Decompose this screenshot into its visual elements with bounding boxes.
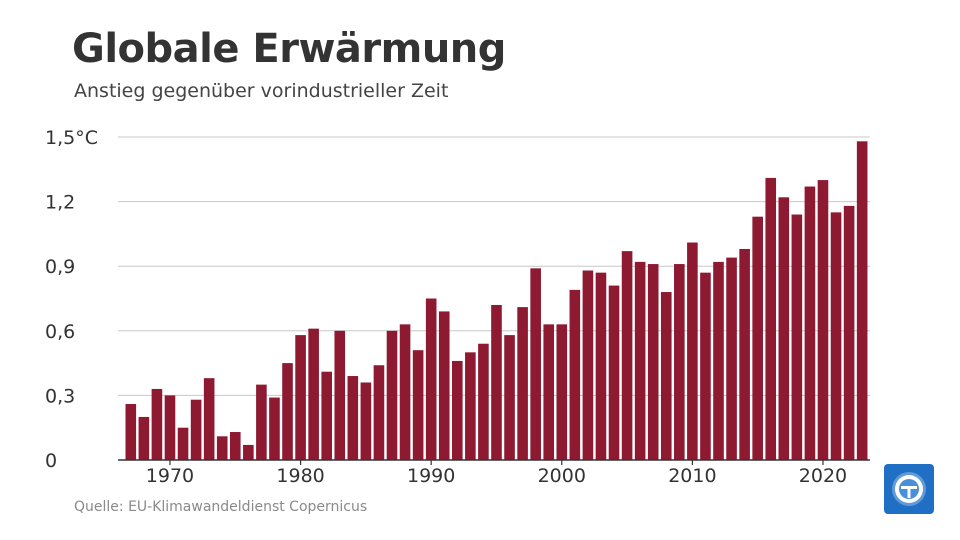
tagesschau-logo-icon (884, 464, 934, 514)
bar-1978 (269, 397, 280, 460)
bar-2019 (804, 186, 816, 460)
bar-1969 (151, 388, 163, 460)
bar-2001 (569, 289, 581, 460)
x-tick-label: 2010 (668, 465, 716, 487)
bar-1980 (295, 335, 306, 460)
bar-1992 (452, 360, 463, 460)
bar-1996 (504, 335, 515, 460)
bar-2000 (556, 324, 568, 460)
bar-2022 (843, 205, 855, 460)
bar-1988 (399, 324, 411, 460)
bar-1998 (530, 268, 541, 460)
bar-1989 (412, 350, 424, 460)
bar-1977 (256, 384, 267, 460)
bar-1990 (425, 298, 437, 460)
bar-2011 (700, 272, 711, 460)
x-tick-label: 2020 (799, 465, 847, 487)
bar-2002 (582, 270, 594, 460)
bar-1991 (438, 311, 450, 460)
bar-2012 (713, 261, 724, 460)
bar-1976 (243, 444, 254, 460)
bar-1993 (465, 352, 476, 460)
bar-1967 (125, 404, 137, 460)
bar-2010 (687, 242, 698, 460)
bar-1995 (491, 304, 502, 460)
bar-2003 (595, 272, 607, 460)
bar-1997 (517, 307, 528, 460)
bar-1985 (360, 382, 372, 460)
y-tick-label: 0,6 (45, 321, 75, 343)
bar-1973 (203, 378, 215, 460)
source-note: Quelle: EU-Klimawandeldienst Copernicus (74, 499, 368, 515)
bar-2016 (765, 177, 777, 460)
y-tick-label: 0,3 (45, 385, 75, 407)
x-tick-label: 1970 (146, 465, 194, 487)
bar-1972 (190, 399, 202, 460)
bar-2020 (817, 180, 829, 460)
bar-2015 (752, 216, 763, 460)
bar-2005 (621, 251, 633, 460)
chart-subtitle: Anstieg gegenüber vorindustrieller Zeit (74, 80, 449, 102)
chart-title: Globale Erwärmung (72, 26, 506, 72)
y-tick-label: 0 (45, 450, 57, 472)
bar-2017 (778, 197, 790, 461)
y-tick-label: 0,9 (45, 256, 75, 278)
bar-1975 (229, 432, 241, 460)
bar-1971 (177, 427, 189, 460)
bar-1984 (347, 376, 359, 460)
bar-1994 (478, 343, 489, 460)
bar-1979 (282, 363, 293, 460)
bar-2007 (647, 264, 659, 460)
bar-2008 (660, 292, 672, 460)
y-tick-label: 1,5°C (45, 127, 98, 149)
bar-2009 (674, 264, 685, 460)
bar-1974 (216, 436, 228, 460)
bar-2006 (634, 261, 646, 460)
bar-2021 (830, 212, 842, 460)
bar-1987 (386, 330, 398, 460)
bar-1968 (138, 416, 150, 460)
bar-1986 (373, 365, 385, 460)
bar-2023 (856, 141, 868, 460)
bar-1970 (164, 395, 176, 460)
bar-2004 (608, 285, 620, 460)
bar-1983 (334, 330, 346, 460)
bar-1982 (321, 371, 332, 460)
bar-2013 (726, 257, 737, 460)
bar-1999 (543, 324, 555, 460)
bar-2018 (791, 214, 803, 460)
bar-1981 (308, 328, 319, 460)
y-tick-label: 1,2 (45, 192, 75, 214)
x-tick-label: 2000 (538, 465, 586, 487)
x-tick-label: 1990 (407, 465, 455, 487)
x-tick-label: 1980 (276, 465, 324, 487)
bar-2014 (739, 248, 750, 460)
